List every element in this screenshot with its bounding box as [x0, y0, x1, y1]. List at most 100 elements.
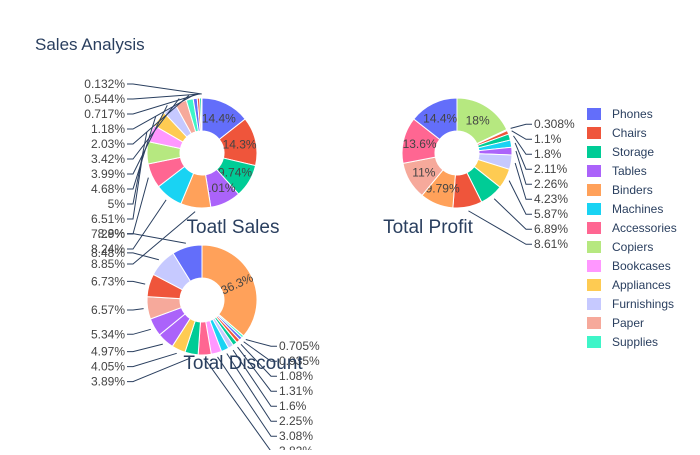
- slice-label-outside: 8.48%: [91, 246, 125, 260]
- slice-label-connector: [127, 344, 163, 351]
- legend-item-phones[interactable]: Phones: [587, 107, 653, 121]
- donut-title: Toatl Sales: [187, 217, 280, 238]
- slice-label-outside: 0.544%: [84, 92, 125, 106]
- slice-label-outside: 6.51%: [91, 212, 125, 226]
- legend-label: Copiers: [612, 240, 653, 254]
- slice-label-outside: 2.26%: [534, 177, 568, 191]
- legend-item-accessories[interactable]: Accessories: [587, 221, 677, 235]
- legend-swatch: [587, 336, 601, 348]
- slice-label-outside: 6.73%: [91, 274, 125, 288]
- legend-item-copiers[interactable]: Copiers: [587, 240, 653, 254]
- slice-label-connector: [468, 211, 532, 244]
- slice-label-outside: 8.8%: [98, 227, 126, 241]
- legend-swatch: [587, 317, 601, 329]
- slice-label-inside: 13.6%: [403, 137, 437, 151]
- slice-label-connector: [127, 329, 151, 334]
- legend-swatch: [587, 127, 601, 139]
- slice-label-inside: 14.4%: [202, 111, 236, 125]
- legend-swatch: [587, 146, 601, 158]
- slice-label-inside: 14.4%: [423, 111, 457, 125]
- slice-label-outside: 1.6%: [279, 399, 307, 413]
- donut-charts: 14.4%14.3%9.74%9.01%0.132%0.544%0.717%1.…: [84, 77, 575, 450]
- donut-title: Total Discount: [183, 353, 303, 374]
- slice-label-outside: 5%: [108, 197, 126, 211]
- slice-label-outside: 3.99%: [91, 167, 125, 181]
- legend-swatch: [587, 279, 601, 291]
- slice-label-outside: 2.11%: [534, 162, 567, 176]
- slice-label-connector: [509, 181, 532, 215]
- slice-label-outside: 3.89%: [91, 375, 125, 389]
- slice-label-outside: 8.61%: [534, 237, 568, 251]
- slice-label-outside: 1.8%: [534, 147, 562, 161]
- legend-swatch: [587, 222, 601, 234]
- slice-label-outside: 6.89%: [534, 222, 568, 236]
- legend-label: Bookcases: [612, 259, 671, 273]
- slice-label-connector: [127, 281, 145, 284]
- slice-label-outside: 1.1%: [534, 132, 562, 146]
- legend-label: Supplies: [612, 335, 658, 349]
- legend-item-furnishings[interactable]: Furnishings: [587, 297, 674, 311]
- slice-label-outside: 0.717%: [84, 107, 125, 121]
- legend-item-appliances[interactable]: Appliances: [587, 278, 671, 292]
- slice-label-outside: 5.87%: [534, 207, 568, 221]
- slice-label-outside: 1.18%: [91, 122, 125, 136]
- legend-swatch: [587, 108, 601, 120]
- legend-swatch: [587, 241, 601, 253]
- legend-label: Binders: [612, 183, 653, 197]
- donut-3: 36.3%0.705%0.935%1.08%1.31%1.6%2.25%3.08…: [91, 227, 320, 450]
- slice-label-outside: 2.03%: [91, 137, 125, 151]
- slice-label-outside: 3.42%: [91, 152, 125, 166]
- slice-label-connector: [515, 163, 532, 199]
- donut-2: 18%9.79%11%13.6%14.4%0.308%1.1%1.8%2.11%…: [383, 98, 575, 251]
- slice-label-connector: [127, 353, 177, 366]
- legend-swatch: [587, 165, 601, 177]
- figure-title: Sales Analysis: [35, 35, 145, 54]
- legend-item-binders[interactable]: Binders: [587, 183, 653, 197]
- slice-label-outside: 3.08%: [279, 429, 313, 443]
- slice-label-outside: 4.05%: [91, 360, 125, 374]
- legend-label: Furnishings: [612, 297, 674, 311]
- slice-label-outside: 6.57%: [91, 303, 125, 317]
- legend-item-storage[interactable]: Storage: [587, 145, 654, 159]
- legend-item-chairs[interactable]: Chairs: [587, 126, 647, 140]
- legend-label: Appliances: [612, 278, 671, 292]
- legend-item-machines[interactable]: Machines: [587, 202, 663, 216]
- legend-label: Tables: [612, 164, 647, 178]
- legend-item-tables[interactable]: Tables: [587, 164, 647, 178]
- legend-label: Chairs: [612, 126, 647, 140]
- slice-label-outside: 1.31%: [279, 384, 313, 398]
- legend-label: Storage: [612, 145, 654, 159]
- slice-label-outside: 0.132%: [84, 77, 125, 91]
- slice-label-outside: 3.82%: [279, 444, 313, 450]
- slice-label-connector: [246, 340, 277, 347]
- donut-title: Total Profit: [383, 217, 473, 238]
- legend-swatch: [587, 298, 601, 310]
- legend-label: Paper: [612, 316, 644, 330]
- slice-label-outside: 4.23%: [534, 192, 568, 206]
- slice-label-outside: 4.97%: [91, 345, 125, 359]
- slice-label-connector: [127, 84, 202, 94]
- legend-swatch: [587, 184, 601, 196]
- legend-swatch: [587, 203, 601, 215]
- slice-label-inside: 18%: [466, 113, 490, 127]
- donut-1: 14.4%14.3%9.74%9.01%0.132%0.544%0.717%1.…: [84, 77, 279, 271]
- slice-label-outside: 0.705%: [279, 339, 320, 353]
- legend-swatch: [587, 260, 601, 272]
- slice-label-connector: [127, 253, 159, 260]
- legend: Phones Chairs Storage Tables Binders Machines…: [587, 107, 677, 349]
- slice-label-outside: 5.34%: [91, 327, 125, 341]
- slice-label-connector: [511, 124, 532, 128]
- legend-item-supplies[interactable]: Supplies: [587, 335, 658, 349]
- slice-label-connector: [127, 358, 191, 382]
- legend-item-bookcases[interactable]: Bookcases: [587, 259, 671, 273]
- slice-label-outside: 2.25%: [279, 414, 313, 428]
- slice-label-outside: 0.308%: [534, 117, 575, 131]
- legend-item-paper[interactable]: Paper: [587, 316, 644, 330]
- slice-label-inside: 14.3%: [223, 138, 257, 152]
- slice-label-connector: [516, 151, 532, 184]
- slice-label-connector: [127, 309, 144, 310]
- legend-label: Machines: [612, 202, 663, 216]
- slice-label-inside: 11%: [412, 166, 435, 180]
